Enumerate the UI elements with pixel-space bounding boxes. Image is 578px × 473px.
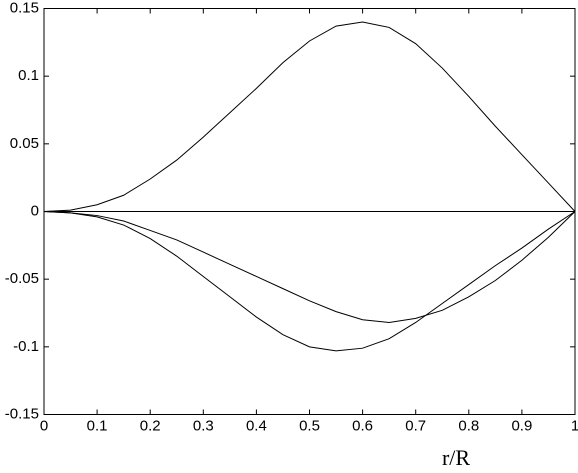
y-tick-label: 0.05 [10, 135, 39, 152]
series-line [43, 211, 576, 352]
x-tick-label: 0.1 [87, 417, 108, 434]
x-axis-title: r/R [442, 445, 470, 470]
x-tick-label: 1 [571, 417, 578, 434]
x-tick-label: 0.5 [299, 417, 320, 434]
x-tick-label: 0.4 [246, 417, 267, 434]
y-tick-label: 0.15 [10, 0, 39, 16]
y-tick-label: -0.1 [13, 338, 39, 355]
y-tick-label: -0.05 [5, 270, 39, 287]
x-tick-label: 0.3 [193, 417, 214, 434]
y-tick-label: 0 [31, 202, 39, 219]
y-tick-label: 0.1 [18, 67, 39, 84]
x-tick-label: 0.8 [458, 417, 479, 434]
x-tick-label: 0 [40, 417, 48, 434]
series-line [43, 21, 576, 212]
x-tick-label: 0.9 [511, 417, 532, 434]
y-tick-label: -0.15 [5, 405, 39, 422]
x-tick-label: 0.7 [405, 417, 426, 434]
series-line [43, 211, 576, 323]
x-tick-label: 0.6 [352, 417, 373, 434]
x-tick-label: 0.2 [140, 417, 161, 434]
